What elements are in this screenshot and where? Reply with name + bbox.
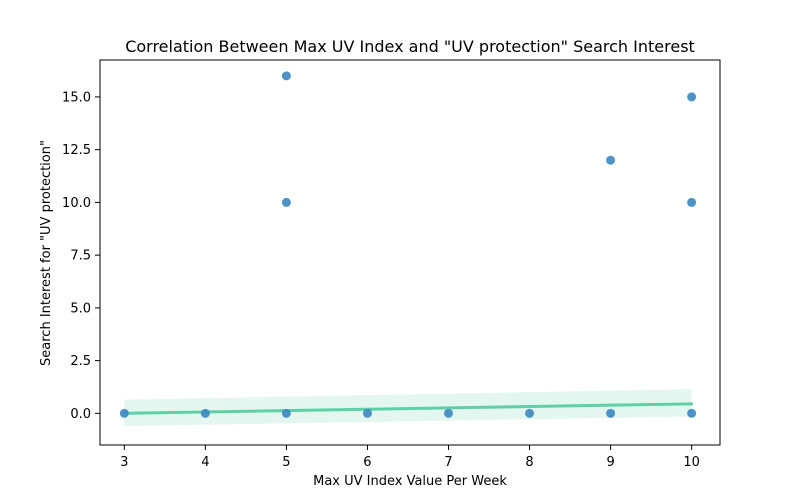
data-point [687, 92, 697, 102]
x-tick-label: 10 [683, 455, 700, 470]
data-point [606, 408, 616, 418]
plot-frame [99, 59, 721, 446]
y-tick-label: 0.0 [70, 407, 91, 422]
x-tick-label: 5 [282, 455, 290, 470]
data-point [119, 408, 129, 418]
x-tick-label: 7 [444, 455, 452, 470]
data-point [687, 408, 697, 418]
x-tick-label: 4 [201, 455, 209, 470]
regression-line [122, 402, 694, 415]
data-point [281, 197, 291, 207]
data-point [687, 197, 697, 207]
x-axis-label: Max UV Index Value Per Week [313, 474, 507, 489]
x-tick-label: 6 [363, 455, 371, 470]
y-tick-label: 7.5 [70, 249, 91, 264]
chart-title: Correlation Between Max UV Index and "UV… [125, 37, 695, 56]
x-tick-label: 3 [120, 455, 128, 470]
data-point [606, 155, 616, 165]
data-point [281, 71, 291, 81]
x-tick-label: 8 [525, 455, 533, 470]
data-point [443, 408, 453, 418]
y-tick-label: 10.0 [62, 196, 91, 211]
data-points-layer [119, 71, 697, 418]
y-tick-label: 15.0 [62, 90, 91, 105]
y-axis-label: Search Interest for "UV protection" [39, 140, 54, 366]
data-point [525, 408, 535, 418]
data-point [281, 408, 291, 418]
y-tick-label: 2.5 [70, 354, 91, 369]
data-point [362, 408, 372, 418]
data-point [200, 408, 210, 418]
axes-layer: 3 4 5 6 7 8 9 10 0.0 2.5 5.0 7.5 10.0 12.5 15.0 [62, 59, 721, 470]
y-tick-label: 12.5 [62, 143, 91, 158]
x-tick-label: 9 [606, 455, 614, 470]
y-tick-label: 5.0 [70, 301, 91, 316]
regression-line-layer [122, 402, 694, 415]
